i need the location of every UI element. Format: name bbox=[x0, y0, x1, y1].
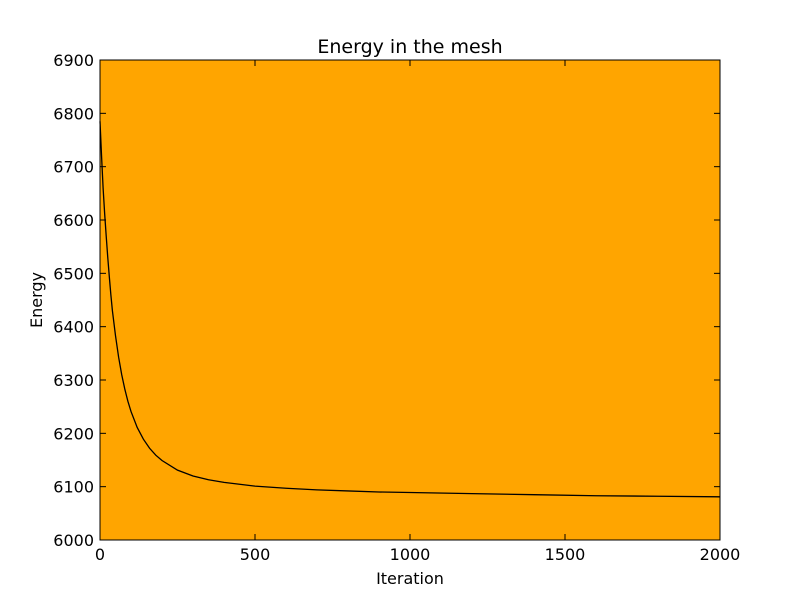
y-tick-label: 6000 bbox=[53, 531, 94, 550]
ticks-layer: 0 500 1000 1500 2000 6000 6100 6200 6300 6400 6500… bbox=[53, 51, 740, 564]
x-tick-label: 2000 bbox=[700, 545, 741, 564]
y-tick-label: 6400 bbox=[53, 318, 94, 337]
plot-area bbox=[100, 60, 720, 540]
series-layer bbox=[99, 121, 721, 498]
y-tick-label: 6300 bbox=[53, 371, 94, 390]
y-tick-label: 6700 bbox=[53, 158, 94, 177]
x-tick-label: 0 bbox=[95, 545, 105, 564]
x-tick-label: 1000 bbox=[390, 545, 431, 564]
x-tick-label: 500 bbox=[240, 545, 271, 564]
y-tick-label: 6800 bbox=[53, 104, 94, 123]
x-tick-label: 1500 bbox=[545, 545, 586, 564]
plot-frame bbox=[99, 59, 721, 541]
y-tick-label: 6900 bbox=[53, 51, 94, 70]
y-tick-label: 6600 bbox=[53, 211, 94, 230]
x-axis-label: Iteration bbox=[376, 569, 444, 588]
y-tick-label: 6500 bbox=[53, 264, 94, 283]
y-tick-label: 6200 bbox=[53, 424, 94, 443]
y-axis-label: Energy bbox=[27, 272, 46, 328]
energy-series-line bbox=[99, 121, 721, 498]
chart-title: Energy in the mesh bbox=[317, 36, 502, 58]
y-tick-label: 6100 bbox=[53, 478, 94, 497]
